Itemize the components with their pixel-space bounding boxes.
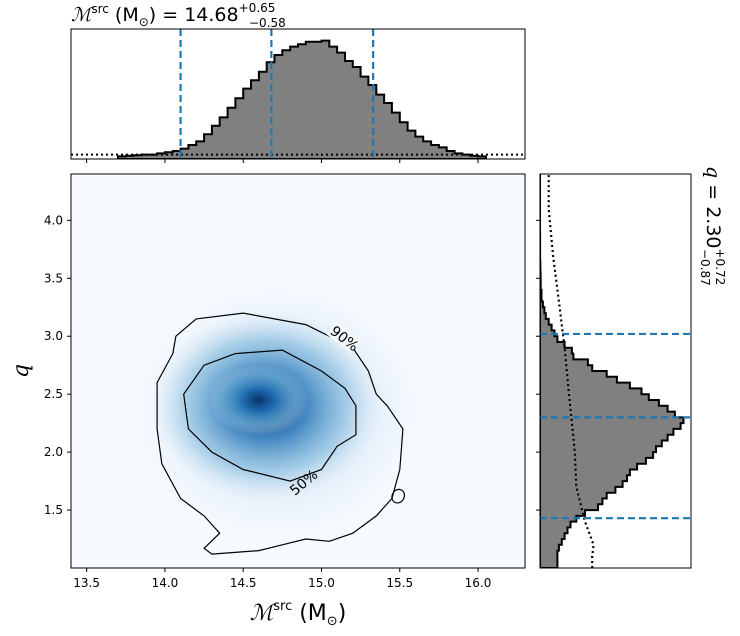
x-marginal-bars	[117, 39, 487, 159]
x-tick-label: 16.0	[465, 576, 492, 590]
y-marginal-bars	[540, 174, 685, 568]
x-tick-label: 14.5	[230, 576, 257, 590]
y-marginal-prior	[547, 174, 595, 568]
joint-frame	[70, 173, 526, 569]
y-marginal-frame	[539, 173, 692, 569]
y-tick-label: 3.5	[44, 271, 63, 285]
joint-ticks: 13.5 14.0 14.5 15.0 15.5 16.0 1.5 2.0 2.5 3.0 3.5 4…	[44, 213, 491, 590]
joint-panel: 90%50% 13.5 14.0 14.5 15.0 15.5 16.01.52.02.5…	[44, 173, 526, 590]
y-tick-label: 1.5	[44, 503, 63, 517]
y-marginal-ticks	[536, 219, 540, 511]
contour-50	[183, 349, 357, 482]
y-marginal-histogram	[540, 174, 691, 568]
x-marginal-frame	[70, 28, 526, 160]
x-marginal-title: ℳsrc (M⊙) = 14.68+0.65 −0.58	[71, 1, 286, 30]
y-tick-label: 3.0	[44, 329, 63, 343]
x-tick-label: 15.5	[386, 576, 413, 590]
y-marginal-title: q = 2.30+0.72−0.87	[698, 166, 727, 286]
density-peak	[208, 364, 309, 435]
x-marginal-ticks	[86, 159, 479, 163]
y-tick-label: 2.5	[44, 387, 63, 401]
contour-90-island	[391, 488, 406, 504]
x-marginal-panel	[70, 28, 526, 163]
x-marginal-histogram	[71, 29, 525, 159]
x-axis-label: ℳsrc (M⊙)	[250, 599, 347, 629]
y-tick-label: 4.0	[44, 213, 63, 227]
x-tick-label: 15.0	[308, 576, 335, 590]
y-marginal-panel	[536, 173, 692, 569]
x-tick-label: 14.0	[152, 576, 179, 590]
y-tick-label: 2.0	[44, 445, 63, 459]
density-heatmap	[107, 261, 448, 562]
x-tick-label: 13.5	[73, 576, 100, 590]
y-axis-label: q	[9, 364, 34, 378]
